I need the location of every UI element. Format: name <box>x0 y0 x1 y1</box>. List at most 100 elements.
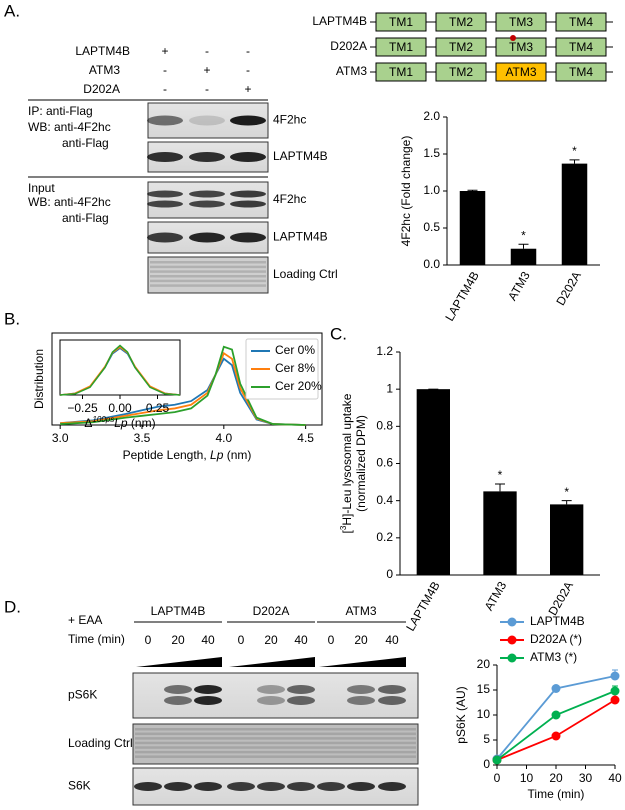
x-tick-label: 20 <box>549 771 563 785</box>
sign: - <box>246 63 250 77</box>
blot-band <box>147 115 183 126</box>
panel-label: C. <box>330 324 347 343</box>
construct-name: ATM3 <box>336 64 367 78</box>
time-wedge <box>136 657 222 667</box>
series-line <box>59 344 181 396</box>
domain-label: TM4 <box>569 65 593 79</box>
x-tick-label: ATM3 <box>482 579 510 613</box>
domain-label: TM4 <box>569 15 593 29</box>
domain-label: TM2 <box>449 15 473 29</box>
y-axis-label: 4F2hc (Fold change) <box>399 136 413 247</box>
blot-band <box>147 190 183 198</box>
domain-label: TM3 <box>509 15 533 29</box>
blot-label: anti-Flag <box>62 136 109 150</box>
label-part: Δ <box>84 416 92 430</box>
blot <box>132 672 419 719</box>
blot-band <box>194 782 222 791</box>
legend-marker <box>507 635 517 645</box>
series-line <box>59 346 181 396</box>
blot-label: anti-Flag <box>62 211 109 225</box>
blot-name: LAPTM4B <box>273 230 328 244</box>
legend-label: D202A (*) <box>530 632 582 646</box>
blot-band <box>230 190 266 198</box>
bar <box>561 163 588 265</box>
x-tick-label: 3.5 <box>134 431 151 445</box>
panel-label: A. <box>4 1 20 20</box>
x-tick-label: 4.0 <box>215 431 232 445</box>
blot-band <box>347 685 375 694</box>
row-label: pS6K <box>68 688 97 702</box>
blot-band <box>147 200 183 208</box>
blot-streak <box>135 746 416 749</box>
time-tick: 0 <box>328 633 335 647</box>
blot-streak <box>150 270 266 273</box>
x-tick-label: 30 <box>579 771 593 785</box>
blot-band <box>257 696 285 705</box>
time-wedge <box>229 657 315 667</box>
time-tick: 20 <box>264 633 278 647</box>
blot-streak <box>150 265 266 269</box>
time-tick: 20 <box>354 633 368 647</box>
domain-label: TM1 <box>389 15 413 29</box>
bar <box>550 504 584 575</box>
point <box>551 731 561 741</box>
plot-frame <box>51 332 323 426</box>
blot-band <box>164 685 192 694</box>
blot-label: Input <box>28 181 55 195</box>
sign: - <box>205 44 209 58</box>
blot-band <box>189 200 225 208</box>
error-bar <box>495 483 505 492</box>
domain-label: TM4 <box>569 40 593 54</box>
y-tick-label: 1.5 <box>423 146 440 160</box>
error-bar <box>561 500 572 505</box>
blot-streak <box>150 261 266 264</box>
y-axis-label: (normalized DPM) <box>354 415 368 512</box>
label-part: [ <box>340 529 354 533</box>
series-line <box>496 699 616 761</box>
blot-band <box>194 685 222 694</box>
blot-band <box>227 782 255 791</box>
bar <box>459 191 486 265</box>
legend-label: ATM3 (*) <box>530 650 577 664</box>
domain-box <box>555 12 607 32</box>
label-part: Lp <box>114 416 128 430</box>
y-tick-label: 0.5 <box>423 220 440 234</box>
sign: + <box>161 44 168 58</box>
point <box>551 684 561 693</box>
blot <box>132 723 419 765</box>
point <box>492 755 502 765</box>
point <box>551 710 561 720</box>
y-axis-label: pS6K (AU) <box>454 686 468 743</box>
time-tick: 40 <box>294 633 308 647</box>
blot-streak <box>150 284 266 287</box>
x-tick-label: D202A <box>546 579 576 618</box>
blot-streak <box>135 755 416 758</box>
bar <box>416 389 450 575</box>
y-tick-label: 0 <box>483 757 490 771</box>
blot-band <box>189 115 225 126</box>
blot-streak <box>150 275 266 278</box>
construct-name: D202A <box>330 39 367 53</box>
y-axis-label: [3H]-Leu lysosomal uptake <box>339 393 355 533</box>
x-tick-label: D202A <box>553 269 583 308</box>
blot-streak <box>135 741 416 745</box>
x-tick-label: −0.25 <box>67 401 98 415</box>
sign: - <box>246 44 250 58</box>
domain-box <box>555 37 607 57</box>
group-label: D202A <box>253 604 290 618</box>
y-tick-label: 15 <box>477 682 491 696</box>
x-tick-label: 10 <box>520 771 534 785</box>
series-line <box>60 351 306 426</box>
domain-box <box>435 62 487 82</box>
x-axis-label: Time (min) <box>528 787 585 801</box>
domain-box <box>495 12 547 32</box>
domain-box <box>375 62 427 82</box>
blot-band <box>287 782 315 791</box>
error-bar <box>467 189 478 191</box>
blot-band <box>378 696 406 705</box>
mutation-dot <box>510 35 516 41</box>
y-tick-label: 0 <box>386 567 393 581</box>
error-bar <box>569 159 580 164</box>
construct-label: D202A <box>83 82 120 96</box>
blot-streak <box>150 279 266 283</box>
